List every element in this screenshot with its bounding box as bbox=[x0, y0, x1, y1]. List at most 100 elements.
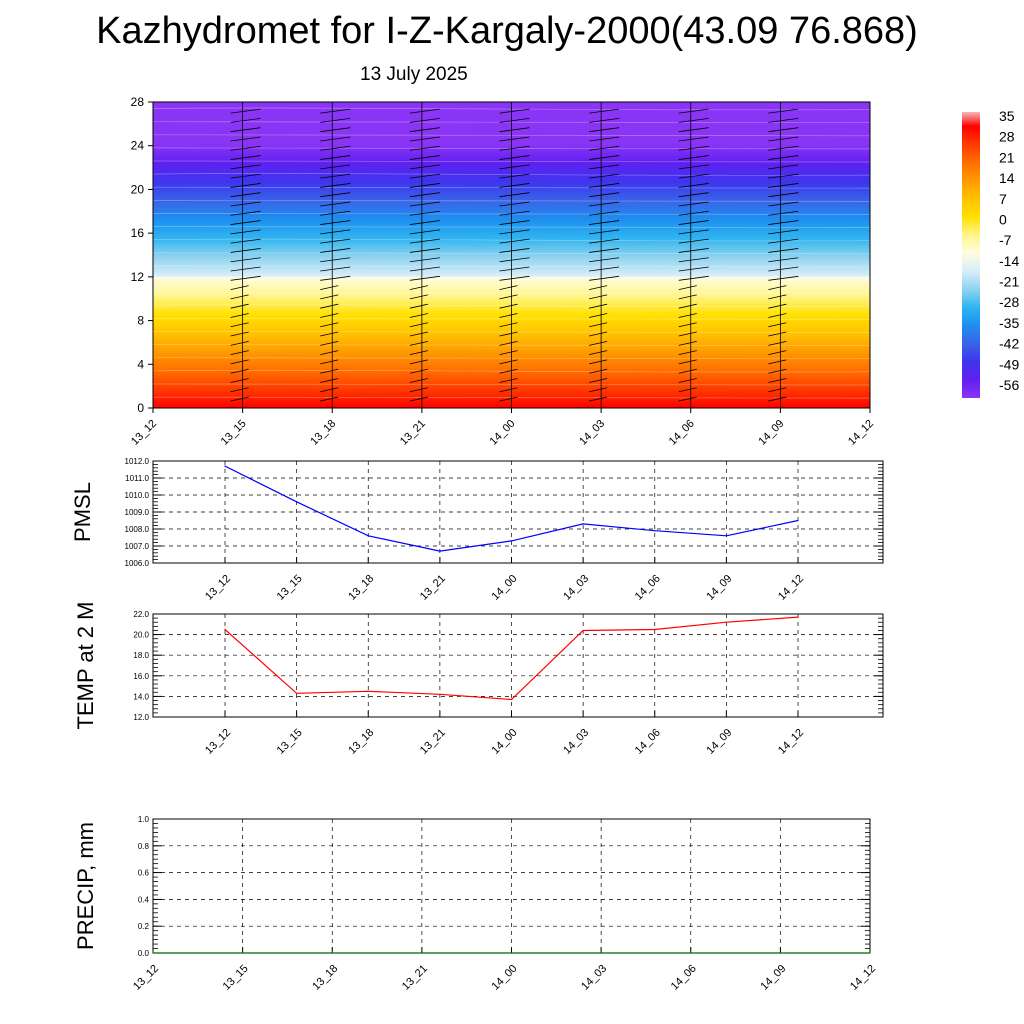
data-point bbox=[224, 628, 226, 631]
wind-barb bbox=[768, 248, 799, 253]
wind-barb bbox=[499, 275, 530, 281]
contour-line bbox=[152, 107, 871, 111]
data-point bbox=[367, 535, 369, 537]
data-point bbox=[367, 690, 369, 692]
wind-barb bbox=[409, 285, 428, 290]
wind-barb bbox=[409, 201, 440, 207]
wind-barb bbox=[320, 127, 351, 133]
wind-barb bbox=[230, 136, 261, 142]
wind-barb bbox=[320, 164, 351, 170]
wind-barb bbox=[589, 229, 620, 235]
panel-frame bbox=[152, 460, 884, 564]
wind-barb bbox=[589, 136, 620, 142]
wind-barb bbox=[768, 173, 799, 179]
wind-barb-column bbox=[499, 102, 530, 408]
data-point bbox=[439, 550, 441, 552]
chart-subtitle: 13 July 2025 bbox=[360, 64, 468, 85]
x-tick-label: 14_09 bbox=[756, 418, 786, 448]
wind-barb bbox=[768, 145, 799, 151]
wind-barb bbox=[499, 294, 518, 300]
wind-barb bbox=[320, 303, 339, 309]
wind-barb bbox=[230, 155, 261, 160]
wind-barb bbox=[230, 387, 249, 393]
y-tick-label: 1.0 bbox=[138, 815, 150, 824]
wind-barb-column bbox=[320, 102, 351, 408]
data-point bbox=[439, 693, 441, 695]
data-point bbox=[779, 952, 781, 954]
wind-barb bbox=[589, 275, 620, 281]
wind-barb bbox=[768, 220, 799, 225]
y-tick-label: 18.0 bbox=[133, 651, 149, 660]
temp-panel: 12.0 14.0 16.0 18.0 20.0 22.0 13_12 13_15 13_18 1… bbox=[73, 602, 884, 757]
wind-barb bbox=[678, 257, 709, 263]
wind-barb bbox=[320, 378, 339, 383]
wind-barb bbox=[768, 275, 799, 281]
wind-barb bbox=[499, 378, 518, 383]
wind-barb bbox=[768, 359, 787, 365]
wind-barb bbox=[230, 257, 261, 263]
wind-barb bbox=[499, 108, 530, 114]
data-point bbox=[224, 465, 226, 467]
wind-barb bbox=[320, 331, 339, 337]
wind-barb bbox=[589, 359, 608, 365]
data-point bbox=[725, 621, 727, 623]
y-tick-label: 1010.0 bbox=[125, 491, 150, 500]
wind-barb bbox=[499, 303, 518, 309]
wind-barb bbox=[589, 350, 608, 356]
wind-barb bbox=[589, 294, 608, 300]
wind-barb bbox=[589, 396, 608, 402]
wind-barb bbox=[320, 183, 351, 188]
wind-barb bbox=[499, 164, 530, 170]
wind-barb bbox=[230, 294, 249, 300]
wind-barb bbox=[768, 127, 799, 133]
x-tick-label: 14_03 bbox=[579, 963, 609, 993]
wind-barb bbox=[320, 275, 351, 281]
data-point bbox=[296, 692, 298, 694]
data-point bbox=[510, 952, 513, 954]
wind-barb bbox=[499, 192, 530, 198]
y-tick-label: 1007.0 bbox=[125, 542, 150, 551]
precip-panel: 0.0 0.2 0.4 0.6 0.8 1.0 13_12 13_15 13_18 13_21 14… bbox=[73, 815, 878, 993]
wind-barb bbox=[768, 155, 799, 160]
colorbar-label: 0 bbox=[999, 211, 1007, 227]
wind-barb bbox=[499, 183, 530, 188]
wind-barb bbox=[499, 331, 518, 337]
wind-barb bbox=[678, 387, 697, 393]
wind-barb bbox=[409, 155, 440, 160]
wind-barb bbox=[230, 340, 249, 346]
wind-barb-column bbox=[768, 102, 799, 408]
wind-barb bbox=[678, 164, 709, 170]
wind-barb bbox=[230, 303, 249, 309]
wind-barb bbox=[499, 359, 518, 365]
wind-barb-column bbox=[678, 102, 709, 408]
contour-line bbox=[152, 160, 871, 163]
wind-barb bbox=[230, 285, 249, 290]
wind-barb bbox=[768, 350, 787, 356]
wind-barb bbox=[499, 238, 530, 244]
data-point bbox=[797, 519, 799, 522]
data-point bbox=[869, 952, 871, 954]
x-tick-label: 13_12 bbox=[131, 963, 161, 993]
wind-barb bbox=[499, 155, 530, 160]
wind-barb-column bbox=[230, 102, 261, 408]
colorbar-label: 7 bbox=[999, 191, 1007, 207]
data-point bbox=[582, 629, 584, 632]
wind-barb bbox=[768, 192, 799, 198]
wind-barb bbox=[230, 192, 261, 198]
wind-barb bbox=[230, 266, 261, 272]
wind-barb bbox=[320, 117, 351, 123]
data-point bbox=[510, 698, 513, 701]
wind-barb bbox=[320, 359, 339, 365]
wind-barb bbox=[409, 359, 428, 365]
wind-barb bbox=[589, 313, 608, 318]
y-tick-label: 16.0 bbox=[133, 672, 149, 681]
data-point bbox=[600, 952, 602, 954]
wind-barb bbox=[230, 183, 261, 188]
x-tick-label: 14_12 bbox=[848, 963, 878, 993]
panel-frame bbox=[152, 613, 884, 718]
pmsl-panel: 1006.0 1007.0 1008.0 1009.0 1010.0 1011.0 1012… bbox=[70, 457, 884, 603]
wind-barb bbox=[230, 108, 261, 114]
wind-barb bbox=[678, 136, 709, 142]
wind-barb bbox=[678, 322, 697, 328]
data-point bbox=[510, 540, 513, 542]
